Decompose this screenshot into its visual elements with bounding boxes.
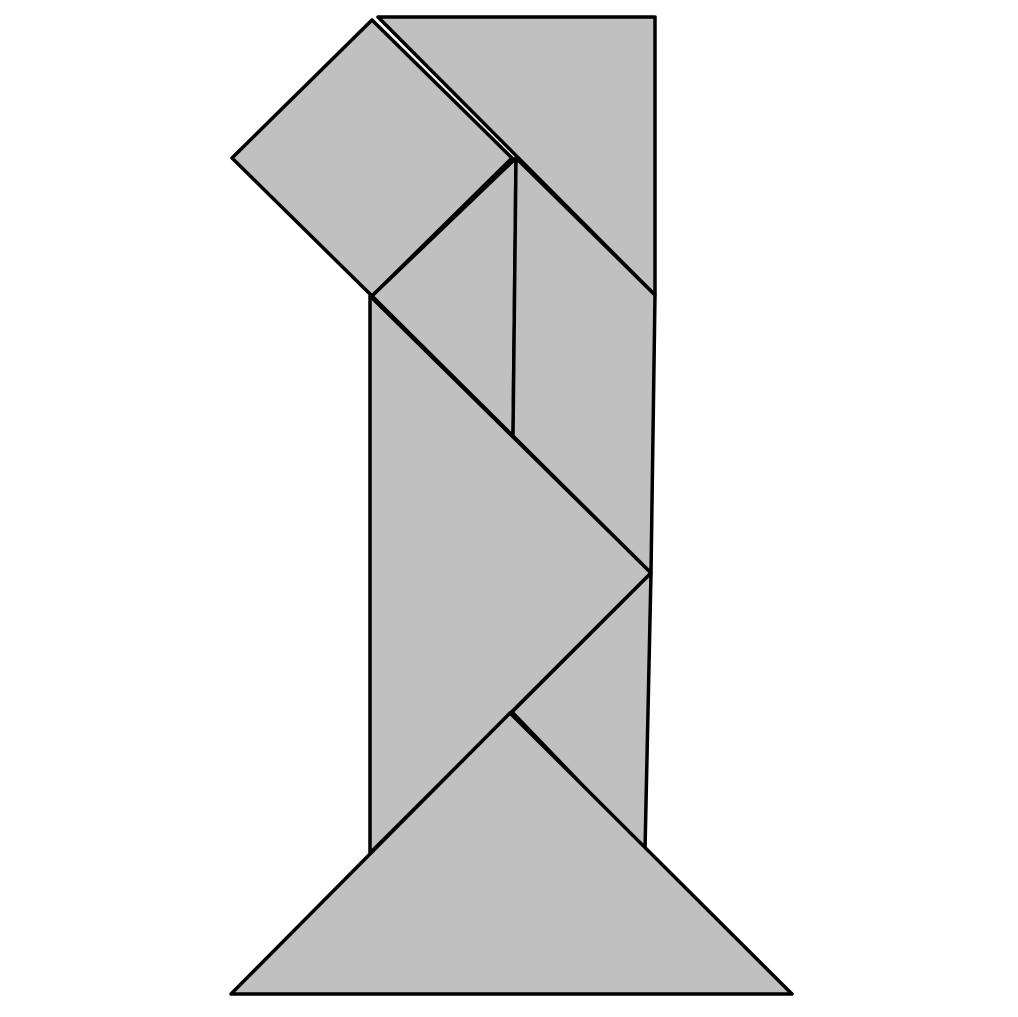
base-large-triangle [229, 711, 794, 996]
